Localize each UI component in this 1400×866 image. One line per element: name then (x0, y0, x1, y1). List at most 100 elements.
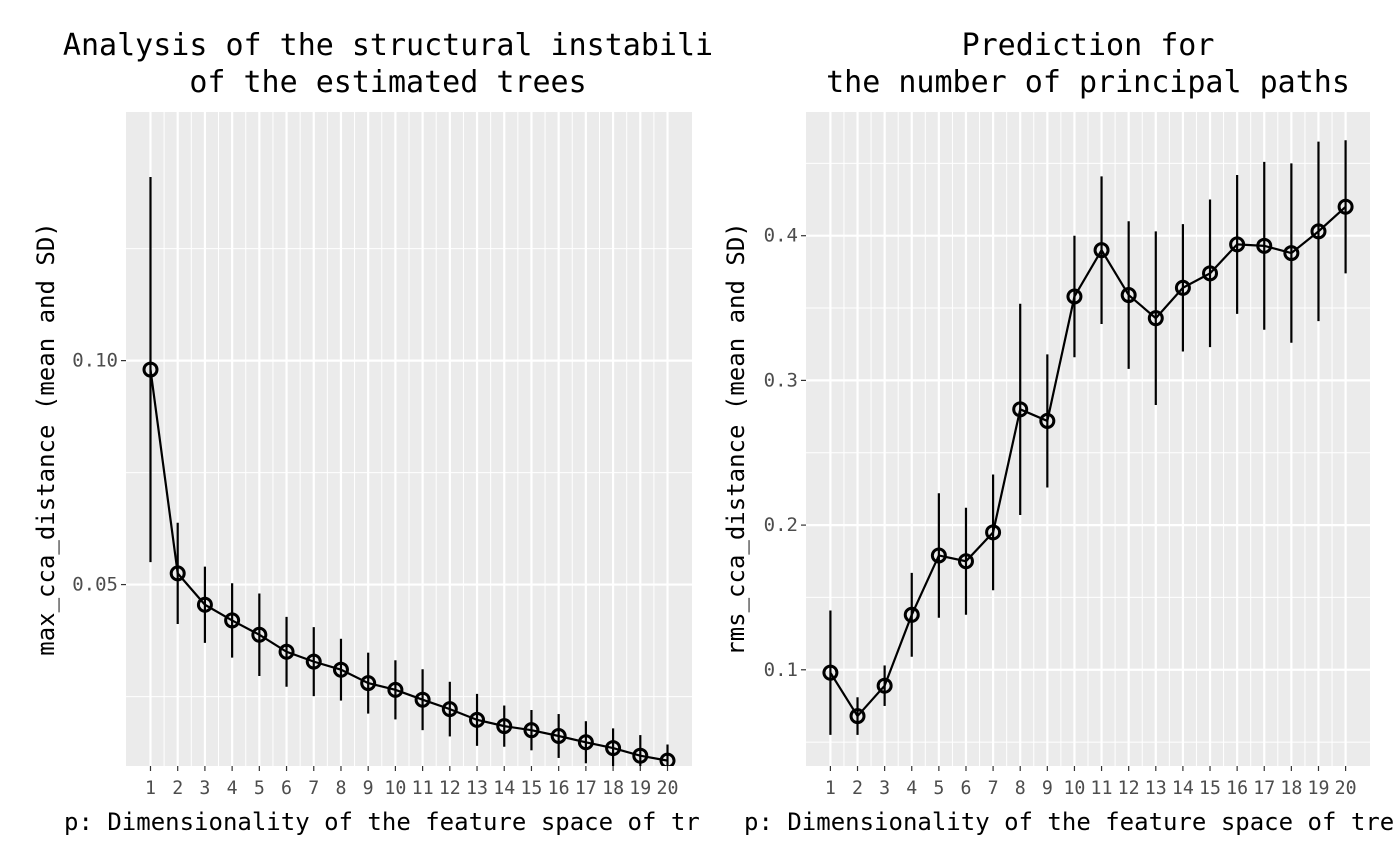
data-point (985, 524, 1002, 541)
x-tick-label: 2 (852, 777, 863, 799)
data-point (387, 681, 404, 698)
x-tick-label: 6 (960, 777, 971, 799)
x-tick-label: 8 (335, 777, 346, 799)
x-tick-label: 19 (1307, 777, 1329, 799)
x-tick-label: 20 (657, 777, 679, 799)
x-tick-label: 1 (825, 777, 836, 799)
y-tick-label: 0.10 (72, 350, 118, 372)
chart-title-line: Analysis of the structural instabili (63, 28, 713, 63)
chart-title-line: Prediction for (962, 28, 1215, 63)
data-point (496, 718, 513, 735)
x-tick-label: 6 (281, 777, 292, 799)
x-tick-label: 4 (906, 777, 917, 799)
data-point (605, 740, 622, 757)
x-tick-label: 10 (384, 777, 406, 799)
x-tick-label: 13 (1145, 777, 1167, 799)
data-point (278, 643, 295, 660)
x-tick-label: 12 (439, 777, 461, 799)
data-point (632, 747, 649, 764)
x-tick-label: 15 (520, 777, 542, 799)
x-tick-label: 8 (1015, 777, 1026, 799)
data-point (903, 606, 920, 623)
chart-panel-2: 0.10.20.30.41 2 3 4 5 6 7 8 9 10 11 12 13 14 15 16 17 18 1… (722, 28, 1394, 836)
x-tick-label: 13 (466, 777, 488, 799)
data-point (1229, 236, 1246, 253)
y-tick-label: 0.2 (764, 514, 798, 536)
x-tick-label: 9 (1042, 777, 1053, 799)
data-point (1147, 310, 1164, 327)
y-axis-label: rms_cca_distance (mean and SD) (722, 222, 750, 655)
data-point (523, 722, 540, 739)
data-point (876, 677, 893, 694)
x-tick-label: 18 (1280, 777, 1302, 799)
y-tick-label: 0.05 (72, 574, 118, 596)
panel-content (142, 176, 676, 766)
x-tick-label: 14 (493, 777, 515, 799)
data-point (251, 626, 268, 643)
data-point (360, 675, 377, 692)
data-point (849, 708, 866, 725)
data-point (930, 547, 947, 564)
data-point (822, 664, 839, 681)
chart-title-line: the number of principal paths (826, 65, 1350, 100)
x-tick-label: 3 (199, 777, 210, 799)
y-tick-label: 0.4 (764, 225, 798, 247)
data-point (224, 612, 241, 629)
data-point (305, 653, 322, 670)
x-tick-label: 11 (412, 777, 434, 799)
x-tick-label: 2 (172, 777, 183, 799)
data-point (957, 553, 974, 570)
data-point (550, 727, 567, 744)
data-point (1202, 265, 1219, 282)
x-tick-label: 15 (1199, 777, 1221, 799)
x-tick-label: 10 (1063, 777, 1085, 799)
x-tick-label: 19 (629, 777, 651, 799)
series-line (829, 205, 1347, 718)
x-tick-label: 9 (363, 777, 374, 799)
x-axis-label: p: Dimensionality of the feature space o… (744, 808, 1394, 836)
data-point (332, 661, 349, 678)
data-point (169, 565, 186, 582)
y-tick-label: 0.1 (764, 659, 798, 681)
data-point (1039, 412, 1056, 429)
data-point (1283, 245, 1300, 262)
data-point (1337, 198, 1354, 215)
panel-content (822, 140, 1354, 735)
chart-title-line: of the estimated trees (189, 65, 586, 100)
data-point (414, 691, 431, 708)
x-tick-label: 4 (227, 777, 238, 799)
x-tick-label: 11 (1091, 777, 1113, 799)
x-tick-label: 5 (933, 777, 944, 799)
x-axis-label: p: Dimensionality of the feature space o… (64, 808, 700, 836)
y-axis-label: max_cca_distance (mean and SD) (32, 222, 60, 655)
x-tick-label: 7 (988, 777, 999, 799)
data-point (142, 361, 159, 378)
data-point (1310, 223, 1327, 240)
x-tick-label: 16 (1226, 777, 1248, 799)
data-point (1012, 401, 1029, 418)
x-tick-label: 3 (879, 777, 890, 799)
data-point (1256, 237, 1273, 254)
data-point (1066, 288, 1083, 305)
data-point (577, 734, 594, 751)
data-point (1093, 242, 1110, 259)
data-point (469, 711, 486, 728)
data-point (196, 596, 213, 613)
x-tick-label: 18 (602, 777, 624, 799)
x-tick-label: 20 (1335, 777, 1357, 799)
x-tick-label: 5 (254, 777, 265, 799)
x-tick-label: 7 (308, 777, 319, 799)
data-point (1174, 279, 1191, 296)
x-tick-label: 16 (548, 777, 570, 799)
x-tick-label: 14 (1172, 777, 1194, 799)
x-tick-label: 1 (145, 777, 156, 799)
data-point (1120, 287, 1137, 304)
chart-panel-1: 0.050.101 2 3 4 5 6 7 8 9 10 11 12 13 14 15 16 17 18 19 20A… (32, 28, 713, 836)
x-tick-label: 17 (575, 777, 597, 799)
y-tick-label: 0.3 (764, 369, 798, 391)
x-tick-label: 17 (1253, 777, 1275, 799)
data-point (441, 701, 458, 718)
x-tick-label: 12 (1118, 777, 1140, 799)
data-point (659, 752, 676, 766)
